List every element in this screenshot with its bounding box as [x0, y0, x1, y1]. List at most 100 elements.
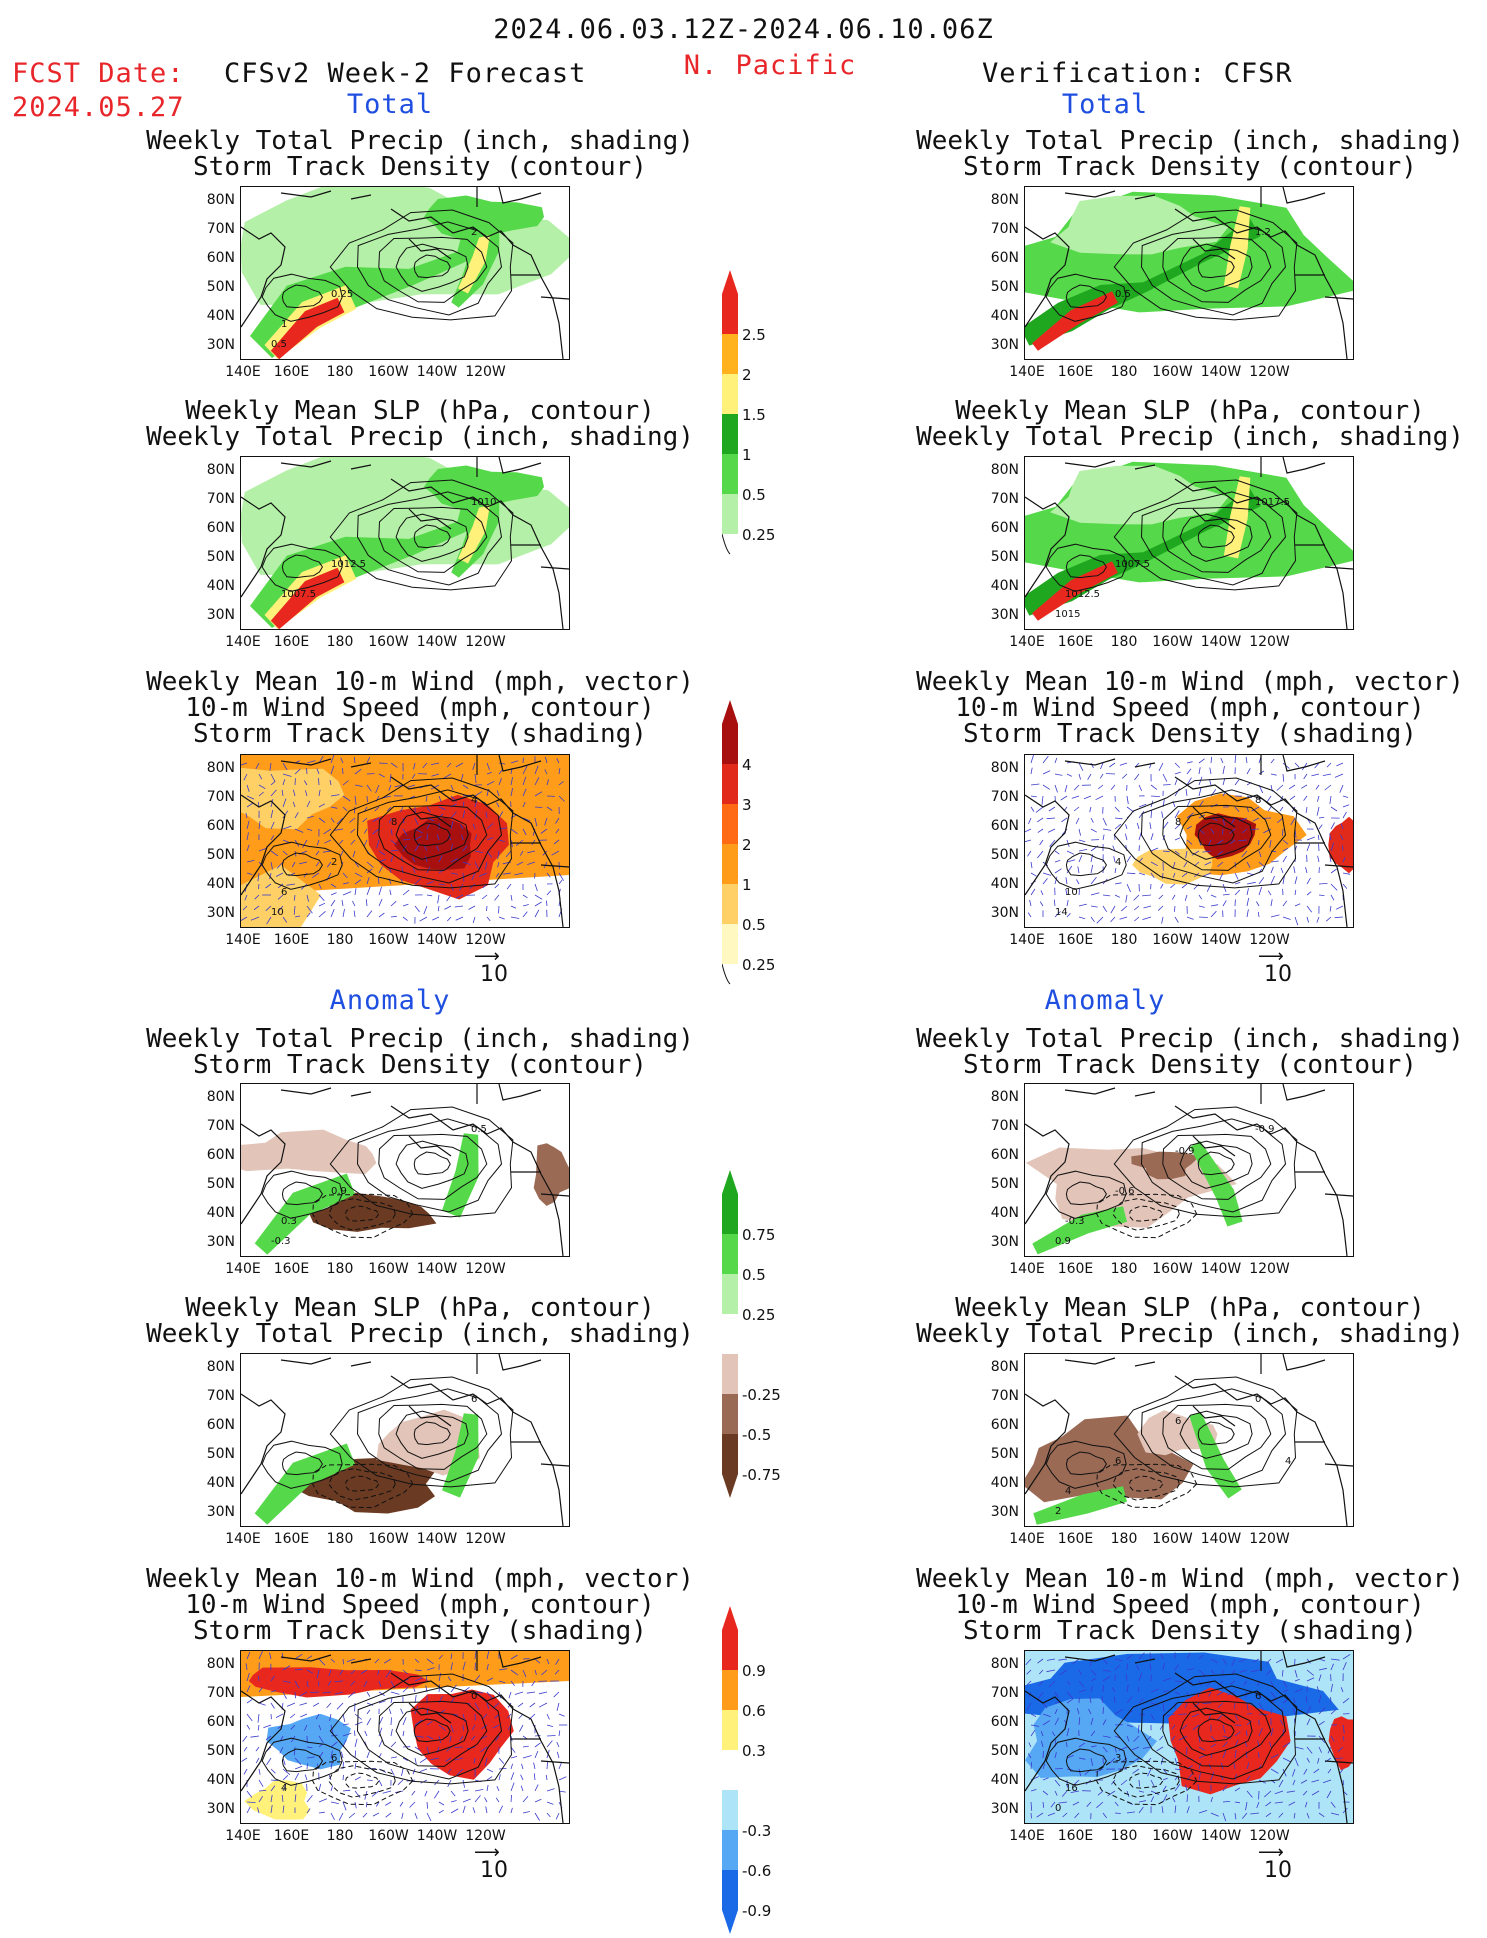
- colorbar-anom_track: [722, 1606, 738, 1934]
- panel-title-line: Weekly Total Precip (inch, shading): [870, 128, 1487, 154]
- lat-tick-label: 60N: [969, 1417, 1019, 1433]
- colorbar-tick-label: -0.9: [742, 1902, 771, 1920]
- colorbar-tick-label: 1.5: [742, 406, 766, 424]
- map-panel: 6: [240, 1353, 570, 1527]
- lat-tick-label: 40N: [969, 1205, 1019, 1221]
- lon-tick-label: 120W: [1245, 1531, 1295, 1547]
- colorbar-tick-label: 0.5: [742, 486, 766, 504]
- lon-tick-label: 140E: [218, 364, 268, 380]
- lon-tick-label: 180: [315, 634, 365, 650]
- lon-tick-label: 180: [1099, 1261, 1149, 1277]
- colorbar-total_precip: [722, 270, 738, 558]
- lat-tick-label: 40N: [969, 1772, 1019, 1788]
- panel-title-line: Weekly Total Precip (inch, shading): [870, 1321, 1487, 1347]
- lat-tick-label: 50N: [185, 549, 235, 565]
- panel-title-line: 10-m Wind Speed (mph, contour): [100, 1592, 740, 1618]
- panel-title-line: 10-m Wind Speed (mph, contour): [870, 1592, 1487, 1618]
- colorbar-tick-label: 0.6: [742, 1702, 766, 1720]
- region-title: N. Pacific: [640, 52, 900, 79]
- panel-title-line: Weekly Total Precip (inch, shading): [100, 1026, 740, 1052]
- colorbar-tick-label: 0.75: [742, 1226, 775, 1244]
- colorbar-tick-label: 0.5: [742, 1266, 766, 1284]
- lon-tick-label: 180: [315, 932, 365, 948]
- lat-tick-label: 70N: [969, 1118, 1019, 1134]
- lat-tick-label: 30N: [185, 1234, 235, 1250]
- lon-tick-label: 140W: [1196, 932, 1246, 948]
- lon-tick-label: 140W: [1196, 1261, 1246, 1277]
- contour-label: 0: [1055, 1803, 1061, 1814]
- vector-reference-arrow: ⟶: [474, 1848, 500, 1858]
- lon-tick-label: 120W: [1245, 634, 1295, 650]
- contour-label: -0.9: [1255, 1124, 1275, 1135]
- lat-tick-label: 60N: [185, 1714, 235, 1730]
- lat-tick-label: 70N: [969, 1388, 1019, 1404]
- lat-tick-label: 80N: [969, 1359, 1019, 1375]
- lat-tick-label: 60N: [969, 818, 1019, 834]
- lat-tick-label: 50N: [185, 1176, 235, 1192]
- panel-title-line: Weekly Mean SLP (hPa, contour): [100, 398, 740, 424]
- contour-label: 6: [1115, 1456, 1121, 1467]
- lon-tick-label: 180: [315, 1531, 365, 1547]
- lon-tick-label: 140E: [1002, 364, 1052, 380]
- lon-tick-label: 160E: [1051, 1828, 1101, 1844]
- lon-tick-label: 140E: [1002, 1531, 1052, 1547]
- lon-tick-label: 160W: [364, 1261, 414, 1277]
- lat-tick-label: 60N: [969, 520, 1019, 536]
- lon-tick-label: 140E: [218, 1531, 268, 1547]
- panel-title-line: Weekly Total Precip (inch, shading): [870, 424, 1487, 450]
- lat-tick-label: 50N: [969, 1446, 1019, 1462]
- panel-title-line: Weekly Total Precip (inch, shading): [100, 424, 740, 450]
- lat-tick-label: 40N: [185, 1475, 235, 1491]
- lat-tick-label: 30N: [185, 905, 235, 921]
- contour-label: 1017.5: [1255, 497, 1290, 508]
- contour-label: 4: [1115, 857, 1121, 868]
- lat-tick-label: 80N: [969, 1656, 1019, 1672]
- lat-tick-label: 70N: [969, 1685, 1019, 1701]
- contour-label: 14: [1055, 907, 1068, 918]
- lon-tick-label: 160W: [364, 364, 414, 380]
- lat-tick-label: 30N: [969, 905, 1019, 921]
- colorbar-tick-label: 2.5: [742, 326, 766, 344]
- contour-label: -0.9: [1175, 1146, 1195, 1157]
- colorbar-tick-label: 3: [742, 796, 752, 814]
- vector-reference-arrow: ⟶: [1258, 952, 1284, 962]
- lon-tick-label: 160E: [267, 932, 317, 948]
- contour-label: 2: [331, 857, 337, 868]
- lat-tick-label: 80N: [969, 760, 1019, 776]
- lon-tick-label: 180: [1099, 932, 1149, 948]
- contour-label: 0.9: [331, 1186, 347, 1197]
- lon-tick-label: 140E: [218, 932, 268, 948]
- lon-tick-label: 160W: [1148, 1828, 1198, 1844]
- lat-tick-label: 80N: [969, 192, 1019, 208]
- contour-label: 4: [471, 795, 477, 806]
- lat-tick-label: 40N: [185, 876, 235, 892]
- panel-title-line: Storm Track Density (contour): [100, 1052, 740, 1078]
- left-title: CFSv2 Week-2 Forecast: [224, 60, 586, 87]
- contour-label: 1012.5: [1065, 589, 1100, 600]
- lon-tick-label: 140W: [412, 932, 462, 948]
- lat-tick-label: 40N: [969, 1475, 1019, 1491]
- panel-title-line: Weekly Mean SLP (hPa, contour): [100, 1295, 740, 1321]
- lon-tick-label: 140W: [412, 1531, 462, 1547]
- lon-tick-label: 160W: [364, 1531, 414, 1547]
- lat-tick-label: 50N: [969, 279, 1019, 295]
- contour-label: 6: [331, 1753, 337, 1764]
- lat-tick-label: 80N: [969, 462, 1019, 478]
- lon-tick-label: 160W: [1148, 1261, 1198, 1277]
- lat-tick-label: 70N: [185, 1685, 235, 1701]
- contour-label: 1015: [1055, 609, 1080, 620]
- lon-tick-label: 160W: [1148, 1531, 1198, 1547]
- colorbar-tick-label: 0.3: [742, 1742, 766, 1760]
- lat-tick-label: 40N: [969, 578, 1019, 594]
- panel-title-line: Weekly Mean SLP (hPa, contour): [870, 398, 1487, 424]
- lon-tick-label: 140E: [1002, 1828, 1052, 1844]
- colorbar-tick-label: 4: [742, 756, 752, 774]
- lon-tick-label: 140W: [412, 634, 462, 650]
- lat-tick-label: 50N: [969, 847, 1019, 863]
